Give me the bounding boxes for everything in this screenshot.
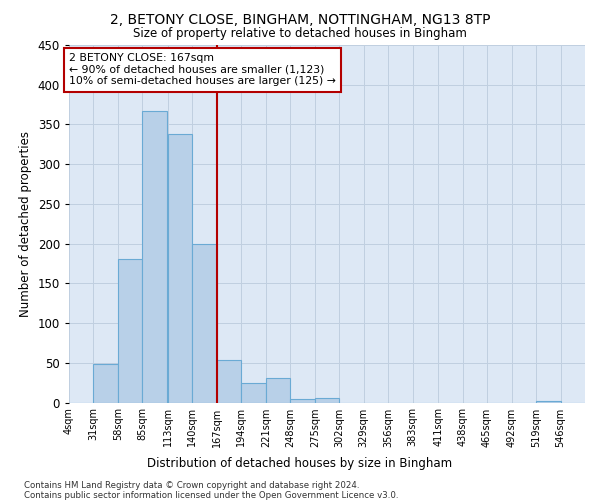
Bar bbox=[241, 382, 266, 402]
Bar bbox=[118, 258, 142, 402]
Text: Distribution of detached houses by size in Bingham: Distribution of detached houses by size … bbox=[148, 458, 452, 470]
Text: 2, BETONY CLOSE, BINGHAM, NOTTINGHAM, NG13 8TP: 2, BETONY CLOSE, BINGHAM, NOTTINGHAM, NG… bbox=[110, 12, 490, 26]
Bar bbox=[217, 360, 241, 403]
Bar bbox=[290, 398, 315, 402]
Bar bbox=[94, 364, 118, 403]
Bar bbox=[536, 401, 560, 402]
Y-axis label: Number of detached properties: Number of detached properties bbox=[19, 130, 32, 317]
Text: Contains HM Land Registry data © Crown copyright and database right 2024.: Contains HM Land Registry data © Crown c… bbox=[24, 481, 359, 490]
Text: Contains public sector information licensed under the Open Government Licence v3: Contains public sector information licen… bbox=[24, 491, 398, 500]
Text: Size of property relative to detached houses in Bingham: Size of property relative to detached ho… bbox=[133, 28, 467, 40]
Bar bbox=[168, 134, 193, 402]
Bar bbox=[315, 398, 339, 402]
Text: 2 BETONY CLOSE: 167sqm
← 90% of detached houses are smaller (1,123)
10% of semi-: 2 BETONY CLOSE: 167sqm ← 90% of detached… bbox=[69, 53, 336, 86]
Bar bbox=[266, 378, 290, 402]
Bar bbox=[142, 111, 167, 403]
Bar bbox=[193, 244, 217, 402]
